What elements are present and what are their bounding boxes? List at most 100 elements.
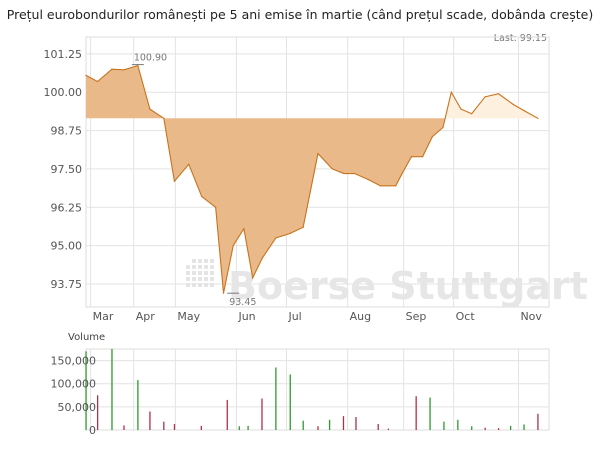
watermark: Boerse Stuttgart [186,259,588,308]
volume-bar [123,425,125,430]
volume-bar [289,374,291,430]
watermark-dot [192,265,196,269]
price-point [123,69,125,71]
price-x-tick-label: Apr [136,310,156,323]
price-point [85,74,87,76]
volume-bar [96,395,99,430]
volume-bar [523,424,525,430]
price-point [261,257,264,259]
price-point [331,168,333,170]
price-point [460,108,462,110]
watermark-dot [186,271,190,275]
watermark-dot [198,265,202,269]
price-point [201,195,203,198]
watermark-dot [204,283,208,287]
volume-bar [537,413,539,430]
watermark-logo-icon [186,259,214,287]
price-point [367,179,370,181]
price-y-tick-label: 95.00 [51,240,83,253]
price-y-tick-label: 97.50 [51,163,83,176]
volume-bar [302,420,304,430]
volume-bar [137,380,139,430]
price-point [422,156,424,158]
price-point [497,93,500,95]
volume-bar [387,428,390,430]
watermark-dot [204,277,208,281]
watermark-dot [192,283,196,287]
price-x-tick-label: Sep [406,310,427,323]
volume-bar [471,426,473,430]
watermark-dot [204,265,208,269]
chart-title: Prețul eurobondurilor românești pe 5 ani… [7,7,593,22]
price-point [484,96,486,98]
volume-title: Volume [68,332,105,343]
volume-bar [415,396,417,430]
price-point [111,68,113,70]
volume-bar [317,426,319,430]
watermark-dot [192,271,196,275]
volume-bars [85,349,539,430]
price-point [395,185,397,187]
price-point [400,174,402,176]
volume-bar [173,423,176,430]
volume-bar [275,367,277,430]
volume-bar [457,419,459,430]
price-point [275,237,277,239]
volume-bar [484,427,486,430]
volume-bar [497,428,500,430]
watermark-text: Boerse Stuttgart [228,264,588,308]
volume-bar [85,351,87,430]
price-annotations: 100.90 93.45 [131,53,256,308]
price-point [512,103,514,106]
price-point [442,126,444,129]
price-x-tick-label: Jun [237,310,255,323]
price-x-tick-label: Oct [456,310,476,323]
area-above-baseline [445,92,538,119]
watermark-dot [198,277,202,281]
price-y-tick-label: 100.00 [44,86,83,99]
price-x-tick-label: May [177,310,200,323]
price-point [353,172,356,175]
price-point [523,110,525,112]
volume-bar [443,421,445,430]
watermark-dot [186,277,190,281]
price-point [215,206,217,208]
volume-bar [238,426,240,430]
price-point [96,80,99,83]
price-y-tick-label: 101.25 [44,48,83,61]
volume-grid [86,349,549,430]
volume-bar [377,423,379,430]
watermark-dot [198,259,202,263]
price-point [137,64,139,67]
min-price-label: 93.45 [229,297,256,308]
price-y-tick-label: 93.75 [51,278,83,291]
price-point [232,245,234,247]
volume-bar [111,349,113,430]
watermark-dot [210,265,214,269]
volume-y-tick-label: 50,000 [58,401,97,414]
price-point [450,91,452,93]
volume-bar [429,397,431,430]
price-point [379,185,382,187]
last-price-label: Last: 99.15 [494,33,547,44]
volume-plot-frame [85,348,550,431]
price-point [188,163,190,165]
price-point [289,232,291,234]
price-point [317,152,319,155]
price-x-tick-label: Nov [520,310,542,323]
price-point [149,108,151,110]
price-point [302,226,304,228]
volume-y-tick-label: 0 [89,424,96,437]
price-y-axis: 101.25 100.00 98.75 97.50 96.25 95.00 93.75 [44,48,83,291]
price-plot-frame [85,36,550,308]
price-panel: Boerse Stuttgart 101.25 100.00 98.75 97.50 9… [44,36,588,323]
volume-bar [509,425,512,430]
volume-bar [261,398,263,430]
watermark-dot [210,283,214,287]
volume-panel: Volume 0 50,000 100,000 150,000 [51,332,550,437]
price-point [431,136,433,138]
volume-bar [355,417,357,430]
price-point [343,172,345,175]
volume-y-tick-label: 100,000 [51,378,97,391]
